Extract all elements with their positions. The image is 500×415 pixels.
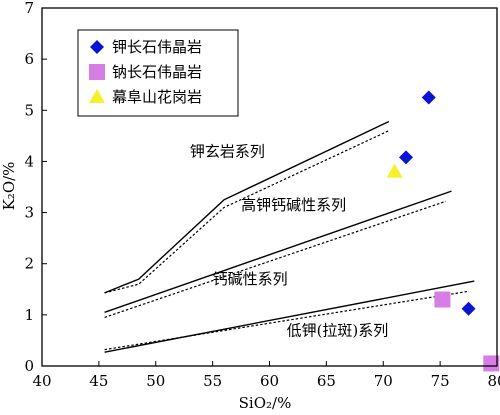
legend-label: 幕阜山花岗岩 xyxy=(112,88,202,106)
data-point-diamond xyxy=(399,150,413,165)
y-tick-label: 4 xyxy=(24,152,34,170)
boundary-line-dotted xyxy=(104,130,390,294)
x-tick-label: 40 xyxy=(32,372,51,390)
y-tick-label: 2 xyxy=(24,255,34,273)
data-point-square xyxy=(434,291,451,308)
x-tick-label: 60 xyxy=(260,372,279,390)
y-tick-label: 0 xyxy=(24,357,34,375)
y-tick-label: 6 xyxy=(24,50,34,68)
x-tick-label: 50 xyxy=(146,372,165,390)
legend-marker-triangle xyxy=(89,89,105,103)
x-tick-label: 55 xyxy=(203,372,222,390)
x-tick-label: 70 xyxy=(374,372,393,390)
boundary-line-solid xyxy=(104,120,390,294)
series-boundaries xyxy=(104,120,475,353)
y-axis-title: K₂O/% xyxy=(0,162,18,211)
y-tick-label: 7 xyxy=(24,0,34,17)
y-tick-label: 1 xyxy=(24,306,34,324)
region-label: 钙碱性系列 xyxy=(213,270,288,288)
data-point-diamond xyxy=(421,90,436,105)
data-points xyxy=(386,90,500,372)
plot-frame xyxy=(41,7,498,367)
legend-marker-square xyxy=(89,64,105,80)
region-label: 钾玄岩系列 xyxy=(190,142,265,160)
data-point-square xyxy=(483,355,500,372)
x-tick-label: 80 xyxy=(487,372,500,390)
boundary-line-dotted xyxy=(104,290,469,351)
boundary-line-dotted xyxy=(104,200,446,318)
y-tick-label: 5 xyxy=(24,101,34,119)
y-tick-label: 3 xyxy=(24,204,34,222)
x-tick-label: 65 xyxy=(317,372,336,390)
x-axis-title: SiO₂/% xyxy=(239,394,292,412)
region-label: 高钾钙碱性系列 xyxy=(241,196,346,214)
boundary-line-solid xyxy=(104,280,475,353)
data-point-diamond xyxy=(461,301,476,316)
boundary-line-solid xyxy=(104,190,452,313)
axis-ticks: 40455055606570758001234567 xyxy=(24,0,500,390)
x-tick-label: 45 xyxy=(89,372,108,390)
legend-label: 钠长石伟晶岩 xyxy=(112,63,202,81)
legend-label: 钾长石伟晶岩 xyxy=(112,38,202,56)
legend-marker-diamond xyxy=(90,40,104,54)
data-point-triangle xyxy=(386,163,403,178)
x-tick-label: 75 xyxy=(431,372,450,390)
region-label: 低钾(拉斑)系列 xyxy=(287,321,389,339)
